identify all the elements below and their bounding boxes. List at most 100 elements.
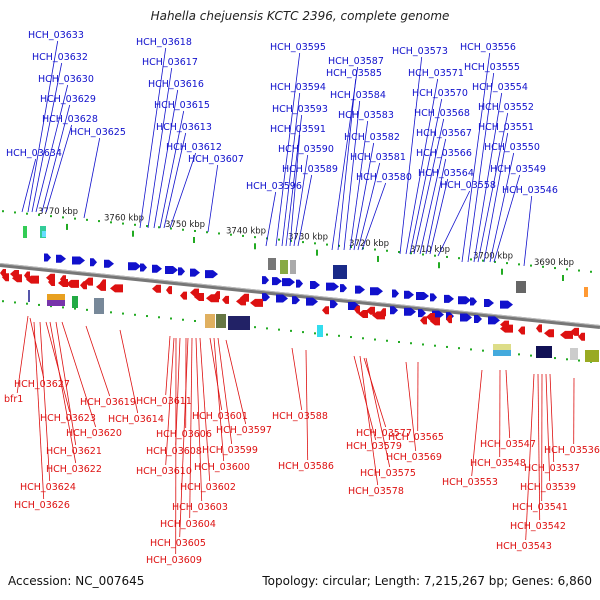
gene-label-forward[interactable]: HCH_03564 (418, 168, 474, 179)
forward-gene-arrow[interactable] (458, 296, 471, 305)
gene-label-reverse[interactable]: HCH_03588 (272, 411, 328, 422)
reverse-gene-arrow[interactable] (544, 329, 554, 338)
forward-gene-arrow[interactable] (72, 256, 85, 265)
reverse-gene-arrow[interactable] (80, 281, 87, 290)
gene-label-forward[interactable]: HCH_03546 (502, 185, 558, 196)
forward-gene-arrow[interactable] (330, 300, 338, 309)
gene-label-reverse[interactable]: HCH_03575 (360, 468, 416, 479)
gene-label-forward[interactable]: HCH_03591 (270, 124, 326, 135)
gene-label-forward[interactable]: HCH_03629 (40, 94, 96, 105)
gene-label-reverse[interactable]: HCH_03622 (46, 464, 102, 475)
forward-gene-arrow[interactable] (90, 258, 97, 267)
gene-label-forward[interactable]: HCH_03612 (166, 142, 222, 153)
forward-gene-arrow[interactable] (340, 284, 347, 293)
gene-label-forward[interactable]: HCH_03593 (272, 104, 328, 115)
forward-gene-arrow[interactable] (178, 267, 185, 276)
gene-label-forward[interactable]: HCH_03568 (414, 108, 470, 119)
gene-label-forward[interactable]: HCH_03595 (270, 42, 326, 53)
gene-label-forward[interactable]: HCH_03625 (70, 127, 126, 138)
forward-gene-arrow[interactable] (390, 306, 398, 315)
gene-label-forward[interactable]: HCH_03558 (440, 180, 496, 191)
forward-gene-arrow[interactable] (262, 276, 269, 285)
forward-gene-arrow[interactable] (470, 297, 477, 306)
gene-label-reverse[interactable]: HCH_03543 (496, 541, 552, 552)
gene-label-forward[interactable]: HCH_03613 (156, 122, 212, 133)
gene-label-reverse[interactable]: HCH_03624 (20, 482, 76, 493)
forward-gene-arrow[interactable] (56, 254, 66, 263)
gene-label-forward[interactable]: HCH_03632 (32, 52, 88, 63)
reverse-gene-arrow[interactable] (222, 295, 229, 304)
gene-label-reverse[interactable]: HCH_03606 (156, 429, 212, 440)
gene-label-forward[interactable]: HCH_03567 (416, 128, 472, 139)
reverse-gene-arrow[interactable] (536, 324, 542, 333)
forward-gene-arrow[interactable] (404, 307, 416, 316)
forward-gene-arrow[interactable] (296, 279, 303, 288)
reverse-gene-arrow[interactable] (166, 286, 172, 295)
gene-label-reverse[interactable]: HCH_03627 (14, 379, 70, 390)
forward-gene-arrow[interactable] (404, 290, 414, 299)
gene-label-reverse[interactable]: HCH_03577 (356, 428, 412, 439)
gene-label-reverse[interactable]: HCH_03542 (510, 521, 566, 532)
gene-label-reverse[interactable]: HCH_03601 (192, 411, 248, 422)
gene-label-forward[interactable]: HCH_03633 (28, 30, 84, 41)
forward-gene-arrow[interactable] (484, 298, 494, 307)
gene-label-reverse[interactable]: HCH_03586 (278, 461, 334, 472)
gene-label-reverse[interactable]: HCH_03611 (136, 396, 192, 407)
gene-label-reverse[interactable]: HCH_03539 (520, 482, 576, 493)
forward-gene-arrow[interactable] (272, 277, 282, 286)
forward-gene-arrow[interactable] (444, 294, 454, 303)
gene-label-forward[interactable]: HCH_03607 (188, 154, 244, 165)
gene-label-forward[interactable]: HCH_03550 (484, 142, 540, 153)
gene-label-forward[interactable]: HCH_03585 (326, 68, 382, 79)
forward-gene-arrow[interactable] (152, 264, 162, 273)
forward-gene-arrow[interactable] (310, 281, 320, 290)
gene-label-forward[interactable]: HCH_03584 (330, 90, 386, 101)
gene-label-reverse[interactable]: HCH_03623 (40, 413, 96, 424)
reverse-gene-arrow[interactable] (110, 284, 123, 293)
gene-label-forward[interactable]: HCH_03571 (408, 68, 464, 79)
gene-label-forward[interactable]: HCH_03570 (412, 88, 468, 99)
gene-label-reverse[interactable]: HCH_03565 (388, 432, 444, 443)
gene-label-forward[interactable]: HCH_03554 (472, 82, 528, 93)
forward-gene-arrow[interactable] (292, 296, 300, 305)
gene-label-reverse[interactable]: HCH_03619 (80, 397, 136, 408)
gene-label-forward[interactable]: HCH_03581 (350, 152, 406, 163)
forward-gene-arrow[interactable] (430, 293, 437, 302)
gene-label-forward[interactable]: HCH_03549 (490, 164, 546, 175)
forward-gene-arrow[interactable] (460, 313, 472, 322)
reverse-gene-arrow[interactable] (322, 306, 329, 315)
gene-label-forward[interactable]: HCH_03630 (38, 74, 94, 85)
forward-gene-arrow[interactable] (165, 266, 178, 275)
reverse-gene-arrow[interactable] (366, 306, 375, 315)
gene-label-reverse[interactable]: HCH_03536 (544, 445, 600, 456)
gene-label-reverse[interactable]: HCH_03608 (146, 446, 202, 457)
forward-gene-arrow[interactable] (282, 278, 295, 287)
forward-gene-arrow[interactable] (306, 297, 318, 306)
gene-label-forward[interactable]: HCH_03566 (416, 148, 472, 159)
forward-gene-arrow[interactable] (140, 263, 147, 272)
gene-label-reverse[interactable]: HCH_03602 (180, 482, 236, 493)
reverse-gene-arrow[interactable] (426, 313, 435, 322)
forward-gene-arrow[interactable] (276, 294, 288, 303)
reverse-gene-arrow[interactable] (518, 326, 525, 335)
reverse-gene-arrow[interactable] (570, 327, 579, 336)
gene-label-forward[interactable]: HCH_03552 (478, 102, 534, 113)
reverse-gene-arrow[interactable] (358, 309, 368, 318)
forward-gene-arrow[interactable] (474, 314, 482, 323)
reverse-gene-arrow[interactable] (420, 316, 427, 325)
gene-label-reverse[interactable]: HCH_03553 (442, 477, 498, 488)
reverse-gene-arrow[interactable] (60, 275, 66, 284)
gene-label-reverse[interactable]: HCH_03537 (524, 463, 580, 474)
reverse-gene-arrow[interactable] (250, 298, 263, 307)
gene-label-forward[interactable]: HCH_03628 (42, 114, 98, 125)
gene-label-reverse[interactable]: HCH_03614 (108, 414, 164, 425)
gene-label-reverse[interactable]: HCH_03626 (14, 500, 70, 511)
forward-gene-arrow[interactable] (392, 289, 399, 298)
reverse-gene-arrow[interactable] (190, 288, 199, 297)
gene-label-reverse[interactable]: HCH_03610 (136, 466, 192, 477)
forward-gene-arrow[interactable] (104, 259, 114, 268)
forward-gene-arrow[interactable] (488, 316, 500, 325)
reverse-gene-arrow[interactable] (10, 270, 19, 279)
forward-gene-arrow[interactable] (418, 309, 426, 318)
gene-label-forward[interactable]: HCH_03634 (6, 148, 62, 159)
